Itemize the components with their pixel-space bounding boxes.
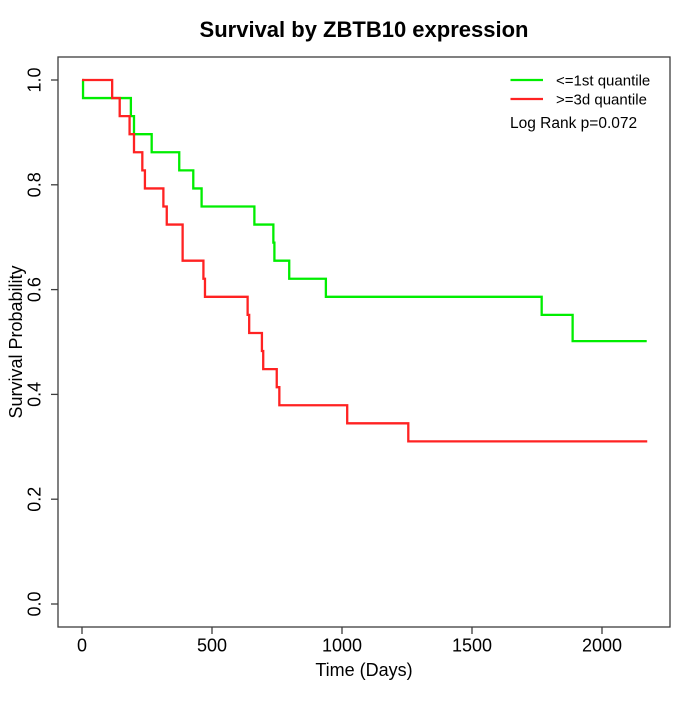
plot-content: 0 500 1000 1500 2000 0.0 0.2 0.4 0.6 0.8 1.0 [25, 67, 648, 656]
legend-label-first-quantile: <=1st quantile [556, 73, 650, 90]
y-tick-label: 1.0 [25, 67, 45, 92]
y-axis-title: Survival Probability [6, 265, 26, 418]
plot-frame [57, 56, 671, 628]
x-tick-label: 500 [197, 636, 227, 656]
y-tick-label: 0.6 [25, 277, 45, 302]
x-tick-label: 2000 [582, 636, 622, 656]
x-tick-label: 0 [77, 636, 87, 656]
survival-curve-low-expression [81, 78, 647, 343]
chart-title: Survival by ZBTB10 expression [200, 17, 529, 42]
y-tick-label: 0.8 [25, 172, 45, 197]
y-tick-label: 0.4 [25, 382, 45, 407]
x-tick-label: 1000 [322, 636, 362, 656]
log-rank-p-value: Log Rank p=0.072 [510, 115, 637, 132]
x-axis-title: Time (Days) [315, 660, 412, 680]
y-tick-label: 0.0 [25, 591, 45, 616]
legend-label-third-quantile: >=3d quantile [556, 92, 647, 109]
y-tick-label: 0.2 [25, 487, 45, 512]
x-tick-label: 1500 [452, 636, 492, 656]
survival-curve-high-expression [82, 78, 648, 443]
legend: <=1st quantile >=3d quantile [510, 73, 650, 109]
